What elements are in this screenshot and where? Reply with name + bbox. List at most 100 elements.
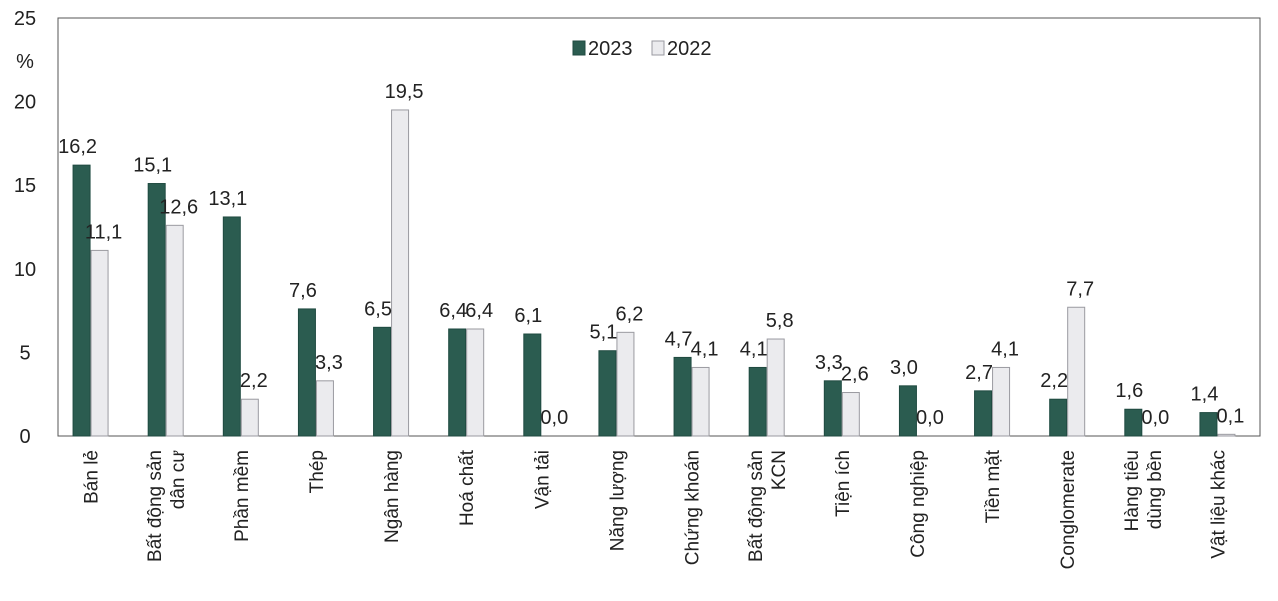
bar-2022 — [841, 392, 860, 437]
legend-label-2022: 2022 — [667, 38, 712, 60]
x-category-label: Conglomerate — [1058, 450, 1079, 569]
data-label-2022: 0,1 — [1217, 405, 1245, 427]
data-label-2023: 6,1 — [514, 305, 542, 327]
x-category-label: Ngân hàng — [382, 450, 403, 543]
x-category-label: Thép — [307, 450, 328, 493]
bar-2023 — [523, 333, 542, 437]
data-label-2023: 16,2 — [58, 136, 97, 158]
x-category-label-line: Tiền mặt — [983, 449, 1004, 523]
data-labels: 16,211,115,112,6 13,12,27,63,36,519,56,46… — [58, 81, 1244, 429]
data-label-2022: 6,4 — [465, 300, 493, 322]
data-label-2022: 12,6 — [159, 196, 198, 218]
data-label-2022: 4,1 — [991, 338, 1019, 360]
x-category-label: Tiền mặt — [983, 449, 1004, 523]
bar-2022 — [616, 331, 635, 437]
data-label-2023: 5,1 — [590, 322, 618, 344]
data-label-2023: 4,7 — [665, 328, 693, 350]
data-label-2022: 2,2 — [240, 370, 268, 392]
data-label-2023: 4,1 — [740, 338, 768, 360]
x-category-label-line: Ngân hàng — [382, 450, 403, 543]
x-axis-labels: Bán lẻ Bất động sản dân cư Phần mềm Thép Ngân… — [82, 449, 1230, 569]
x-category-label-line: Chứng khoán — [683, 450, 704, 565]
data-label-2023: 1,4 — [1191, 384, 1219, 406]
data-label-2022: 3,3 — [315, 352, 343, 374]
legend-label-2023: 2023 — [588, 38, 633, 60]
x-category-label-line: Tiện ích — [833, 450, 854, 517]
x-category-label-line: Bất động sản — [145, 450, 166, 562]
y-unit-label: % — [16, 51, 34, 73]
data-label-2023: 7,6 — [289, 280, 317, 302]
legend-swatch-2022 — [651, 40, 665, 56]
y-tick-label: 0 — [19, 426, 30, 448]
x-category-label: Phần mềm — [232, 450, 253, 542]
x-category-label-line: Hoá chất — [457, 449, 478, 526]
x-category-label-line: KCN — [769, 450, 790, 490]
bar-2022 — [1217, 433, 1236, 437]
bar-2023 — [673, 356, 692, 437]
x-category-label-line: Phần mềm — [232, 450, 253, 542]
x-category-label-line: Hàng tiêu — [1122, 450, 1143, 531]
bar-2023 — [1049, 398, 1068, 437]
x-category-label-line: Vật liệu khác — [1208, 450, 1229, 559]
bar-2023 — [974, 390, 993, 437]
x-category-label-line: Thép — [307, 450, 328, 493]
y-tick-label: 10 — [14, 259, 36, 281]
bars — [72, 109, 1236, 437]
bar-2023 — [373, 326, 392, 437]
x-category-label-line: Công nghiệp — [908, 450, 929, 558]
x-category-label: Hoá chất — [457, 449, 478, 526]
x-category-label: Tiện ích — [833, 450, 854, 517]
data-label-2023: 3,0 — [890, 357, 918, 379]
x-category-label-line: dùng bền — [1145, 450, 1166, 529]
bar-2023 — [1124, 408, 1143, 437]
y-tick-label: 15 — [14, 175, 36, 197]
data-label-2022: 0,0 — [540, 407, 568, 429]
legend: 2023 2022 — [572, 38, 712, 60]
bar-2022 — [240, 398, 259, 437]
x-category-label-line: Bất động sản — [746, 450, 767, 562]
bar-2022 — [90, 249, 109, 437]
bar-2023 — [598, 350, 617, 437]
y-axis: 0 5 10 15 20 25 — [14, 8, 36, 448]
y-tick-label: 20 — [14, 92, 36, 114]
bar-2023 — [748, 366, 767, 437]
bar-2023 — [147, 183, 166, 437]
x-category-label: Vận tải — [532, 450, 553, 509]
data-label-2023: 3,3 — [815, 352, 843, 374]
data-label-2022: 5,8 — [766, 310, 794, 332]
legend-swatch-2023 — [572, 40, 586, 56]
x-category-label: Chứng khoán — [683, 450, 704, 565]
bar-2023 — [222, 216, 241, 437]
x-category-label: Bất động sản KCN — [746, 450, 790, 562]
data-label-2022: 4,1 — [691, 338, 719, 360]
bar-2023 — [72, 164, 91, 437]
bar-2022 — [391, 109, 410, 437]
x-category-label: Công nghiệp — [908, 450, 929, 558]
x-category-label: Năng lượng — [607, 450, 628, 551]
x-category-label-line: Năng lượng — [607, 450, 628, 551]
data-label-2022: 0,0 — [1141, 407, 1169, 429]
bar-2022 — [466, 328, 485, 437]
data-label-2023: 1,6 — [1115, 380, 1143, 402]
bar-2023 — [823, 380, 842, 437]
data-label-2022: 11,1 — [85, 221, 122, 243]
x-category-label: Bất động sản dân cư — [145, 450, 189, 562]
data-label-2023: 13,1 — [208, 188, 247, 210]
x-category-label-line: Bán lẻ — [82, 450, 103, 504]
data-label-2023: 2,7 — [965, 362, 993, 384]
bar-2022 — [992, 366, 1011, 437]
plot-frame — [57, 17, 1261, 437]
bar-2022 — [165, 224, 184, 437]
data-label-2022: 2,6 — [841, 364, 869, 386]
x-category-label-line: dân cư — [168, 450, 189, 509]
bar-2022 — [315, 380, 334, 437]
data-label-2023: 6,5 — [364, 298, 392, 320]
data-label-2023: 15,1 — [133, 155, 172, 177]
x-category-label: Vật liệu khác — [1208, 450, 1229, 559]
data-label-2022: 6,2 — [616, 303, 644, 325]
x-category-label: Bán lẻ — [82, 450, 103, 504]
bar-2022 — [766, 338, 785, 437]
data-label-2022: 19,5 — [385, 81, 424, 103]
data-label-2023: 6,4 — [439, 300, 467, 322]
